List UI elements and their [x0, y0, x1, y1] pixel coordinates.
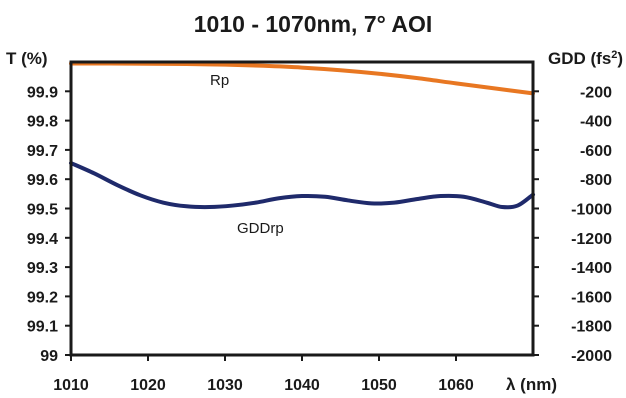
- chart-title: 1010 - 1070nm, 7° AOI: [194, 11, 432, 37]
- y-left-tick-label: 99.1: [27, 319, 58, 336]
- plot-frame: [69, 60, 535, 357]
- series-label-gddrp: GDDrp: [237, 220, 284, 237]
- y-right-tick-label: -600: [580, 143, 612, 160]
- series-label-rp: Rp: [210, 72, 229, 89]
- y-right-tick-label: -1200: [571, 231, 612, 248]
- series-line-rp: [69, 61, 535, 96]
- y-right-tick-label: -400: [580, 114, 612, 131]
- y-right-tick-label: -1000: [571, 202, 612, 219]
- series-line-gddrp: [69, 161, 535, 210]
- y-left-tick-label: 99.2: [27, 289, 58, 306]
- y-left-tick-label: 99.7: [27, 143, 58, 160]
- x-tick-label: 1050: [361, 377, 397, 394]
- y-left-tick-label: 99.4: [27, 231, 58, 248]
- y-left-tick-label: 99.5: [27, 202, 58, 219]
- tick-layer: 99 99.1 99.2 99.3 99.4 99.5 99.6 99.7 99.8 99.9 -2…: [27, 84, 612, 394]
- y-right-tick-label: -800: [580, 172, 612, 189]
- y-axis-right-title-base: GDD (fs: [548, 49, 611, 68]
- series-layer: [69, 61, 535, 210]
- x-tick-label: 1040: [284, 377, 320, 394]
- y-left-tick-label: 99.8: [27, 114, 58, 131]
- y-left-tick-label: 99.3: [27, 260, 58, 277]
- y-right-tick-label: -200: [580, 84, 612, 101]
- x-tick-label: 1010: [53, 377, 89, 394]
- y-axis-left-title: T (%): [6, 49, 48, 68]
- y-axis-right-title: GDD (fs2): [548, 49, 623, 68]
- y-right-tick-label: -1400: [571, 260, 612, 277]
- y-right-tick-label: -1600: [571, 289, 612, 306]
- y-left-tick-label: 99.6: [27, 172, 58, 189]
- x-tick-label: 1020: [130, 377, 166, 394]
- y-axis-right-title-exp: 2: [611, 49, 617, 61]
- y-right-tick-label: -2000: [571, 348, 612, 365]
- y-left-tick-label: 99: [40, 348, 58, 365]
- x-tick-label: 1030: [207, 377, 243, 394]
- x-tick-label: 1060: [438, 377, 474, 394]
- y-left-tick-label: 99.9: [27, 84, 58, 101]
- y-axis-right-title-close: ): [617, 49, 623, 68]
- y-right-tick-label: -1800: [571, 319, 612, 336]
- x-axis-title: λ (nm): [506, 375, 557, 394]
